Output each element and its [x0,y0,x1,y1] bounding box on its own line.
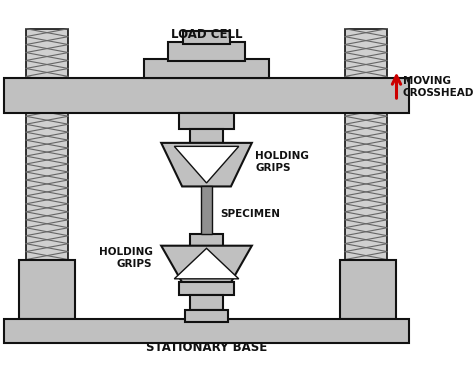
Bar [179,282,235,294]
Bar [183,31,230,44]
Text: HOLDING
GRIPS: HOLDING GRIPS [99,247,153,269]
Bar [4,78,409,113]
Bar [185,310,228,323]
Polygon shape [161,143,252,186]
Polygon shape [174,146,239,183]
Text: LOAD CELL: LOAD CELL [171,28,242,41]
Text: HOLDING
GRIPS: HOLDING GRIPS [255,151,309,173]
Bar [201,186,212,234]
Bar [168,42,245,61]
Text: SPECIMEN: SPECIMEN [220,209,281,219]
Text: MOVING
CROSSHEAD: MOVING CROSSHEAD [402,76,474,98]
Bar [26,29,68,260]
Bar [345,29,387,260]
Bar [190,294,223,310]
Polygon shape [174,248,239,279]
Bar [144,59,269,78]
Bar [340,260,396,319]
Bar [4,319,409,343]
Bar [190,129,223,143]
Bar [19,260,75,319]
Text: STATIONARY BASE: STATIONARY BASE [146,341,267,354]
Bar [179,113,235,129]
Polygon shape [161,246,252,282]
Bar [190,233,223,246]
